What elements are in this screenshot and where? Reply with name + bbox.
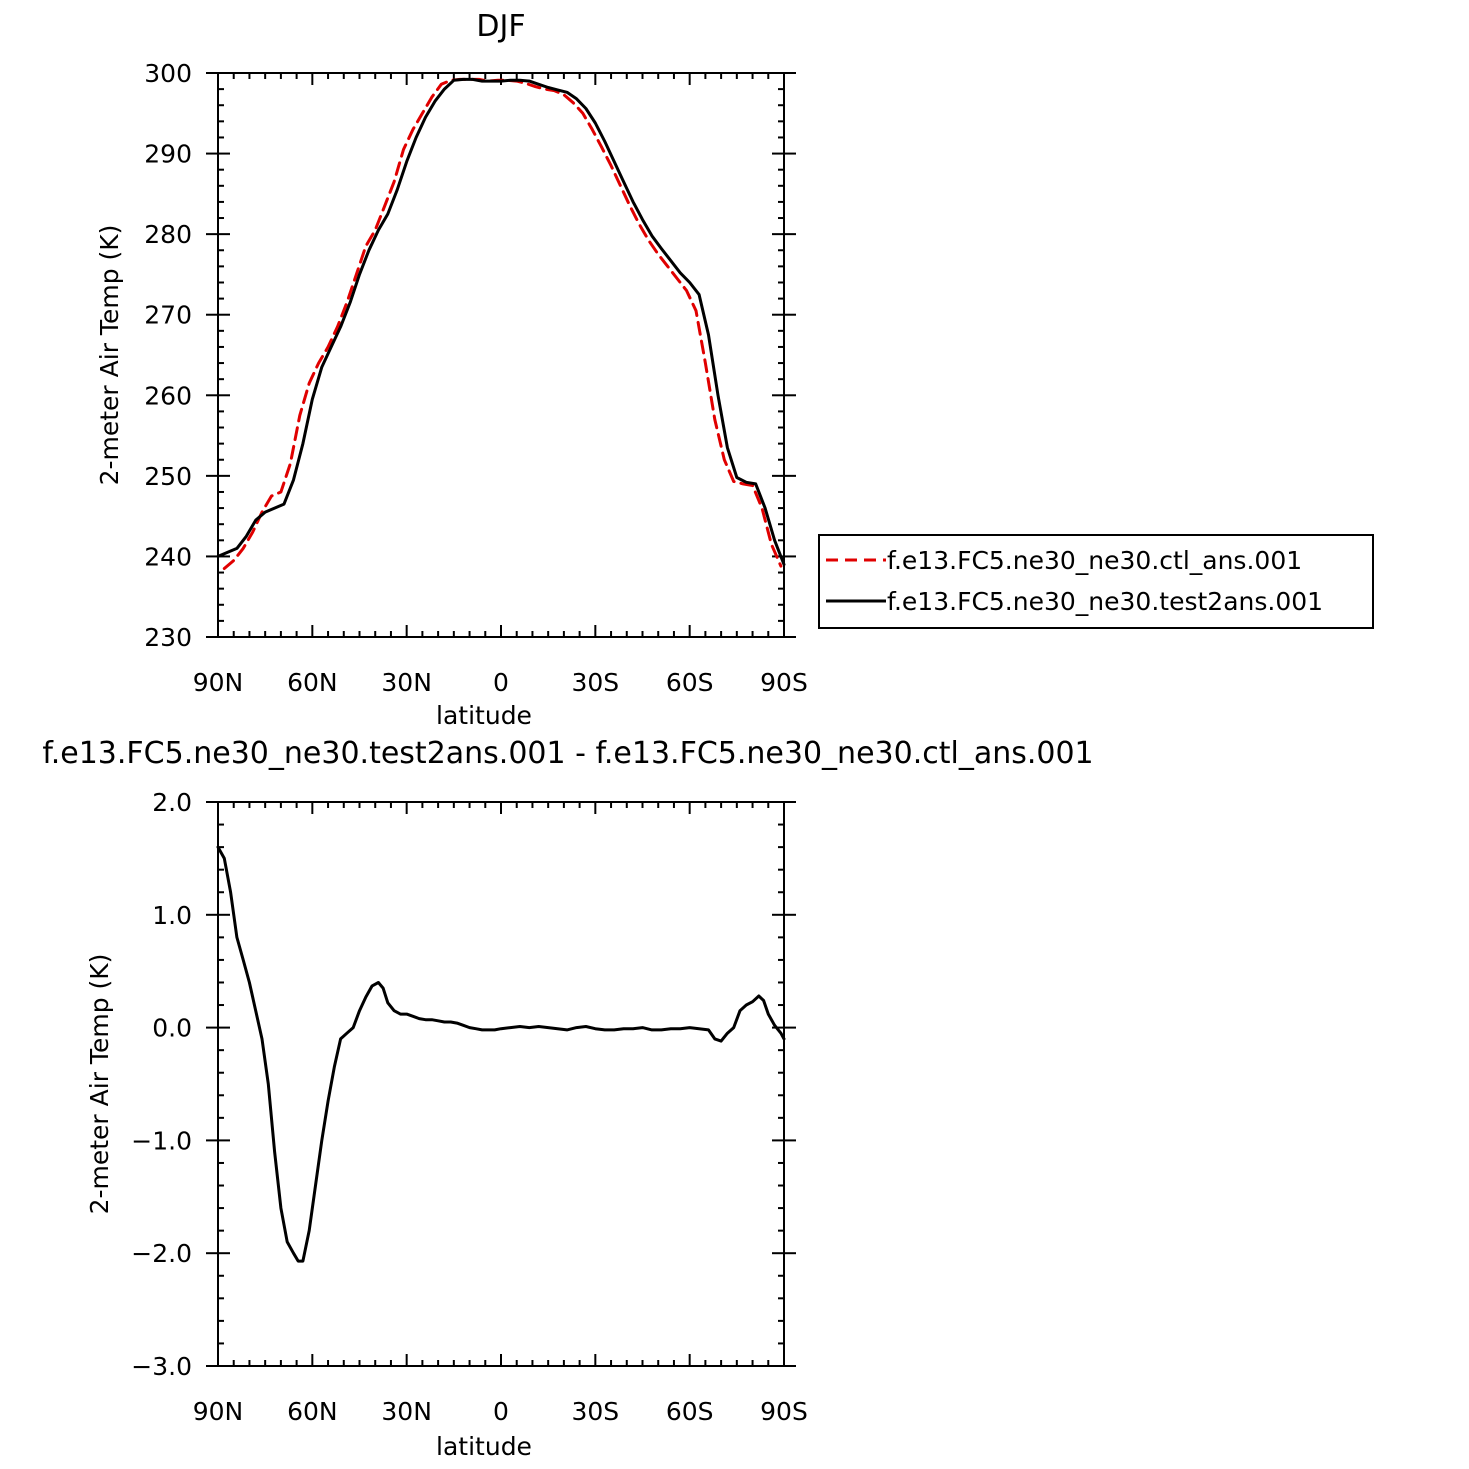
x-axis-label: latitude <box>436 1432 532 1461</box>
x-tick-label: 90S <box>760 668 808 697</box>
x-tick-label: 30S <box>571 668 619 697</box>
y-axis-label: 2-meter Air Temp (K) <box>85 954 114 1215</box>
y-tick-label: 2.0 <box>152 788 192 817</box>
chart-title: DJF <box>476 9 525 44</box>
y-tick-label: −2.0 <box>131 1239 192 1268</box>
y-tick-label: 250 <box>144 462 192 491</box>
x-tick-label: 30N <box>381 668 432 697</box>
series-line-1 <box>216 845 786 1263</box>
plot-frame <box>217 801 785 1367</box>
y-tick-label: 290 <box>144 140 192 169</box>
y-tick-label: 240 <box>144 542 192 571</box>
x-tick-label: 90S <box>760 1397 808 1426</box>
chart-legend: f.e13.FC5.ne30_ne30.ctl_ans.001 f.e13.FC5… <box>818 534 1374 629</box>
plot-frame <box>217 72 785 638</box>
x-tick-label: 30S <box>571 1397 619 1426</box>
legend-label-1: f.e13.FC5.ne30_ne30.ctl_ans.001 <box>887 546 1302 575</box>
x-tick-label: 30N <box>381 1397 432 1426</box>
chart-panel-1: 90N 60N 30N 0 30S 60S 90S 300 290 280 270 260 250 240… <box>95 9 1374 730</box>
y-tick-label: 280 <box>144 220 192 249</box>
chart-panel-2: 90N 60N 30N 0 30S 60S 90S 2.0 1.0 0.0 −1.0 −2.0 −3.0… <box>42 736 1093 1461</box>
y-tick-label: 230 <box>144 623 192 652</box>
series-line-2 <box>216 77 786 566</box>
x-tick-label: 60S <box>666 1397 714 1426</box>
y-axis-label: 2-meter Air Temp (K) <box>95 225 124 486</box>
x-tick-label: 0 <box>493 668 509 697</box>
x-tick-label: 0 <box>493 1397 509 1426</box>
x-tick-label: 60N <box>287 1397 338 1426</box>
x-tick-label: 60N <box>287 668 338 697</box>
legend-label-2: f.e13.FC5.ne30_ne30.test2ans.001 <box>887 587 1323 616</box>
y-tick-label: −3.0 <box>131 1352 192 1381</box>
y-tick-label: 0.0 <box>152 1014 192 1043</box>
y-tick-label: 1.0 <box>152 901 192 930</box>
x-tick-label: 90N <box>193 668 244 697</box>
chart-title: f.e13.FC5.ne30_ne30.test2ans.001 - f.e13… <box>42 736 1093 771</box>
legend-box <box>818 534 1374 629</box>
y-tick-label: 270 <box>144 301 192 330</box>
x-axis-label: latitude <box>436 701 532 730</box>
x-tick-label: 60S <box>666 668 714 697</box>
y-tick-label: 300 <box>144 59 192 88</box>
y-tick-label: −1.0 <box>131 1126 192 1155</box>
y-tick-label: 260 <box>144 381 192 410</box>
series-line-1 <box>222 77 783 570</box>
x-tick-label: 90N <box>193 1397 244 1426</box>
